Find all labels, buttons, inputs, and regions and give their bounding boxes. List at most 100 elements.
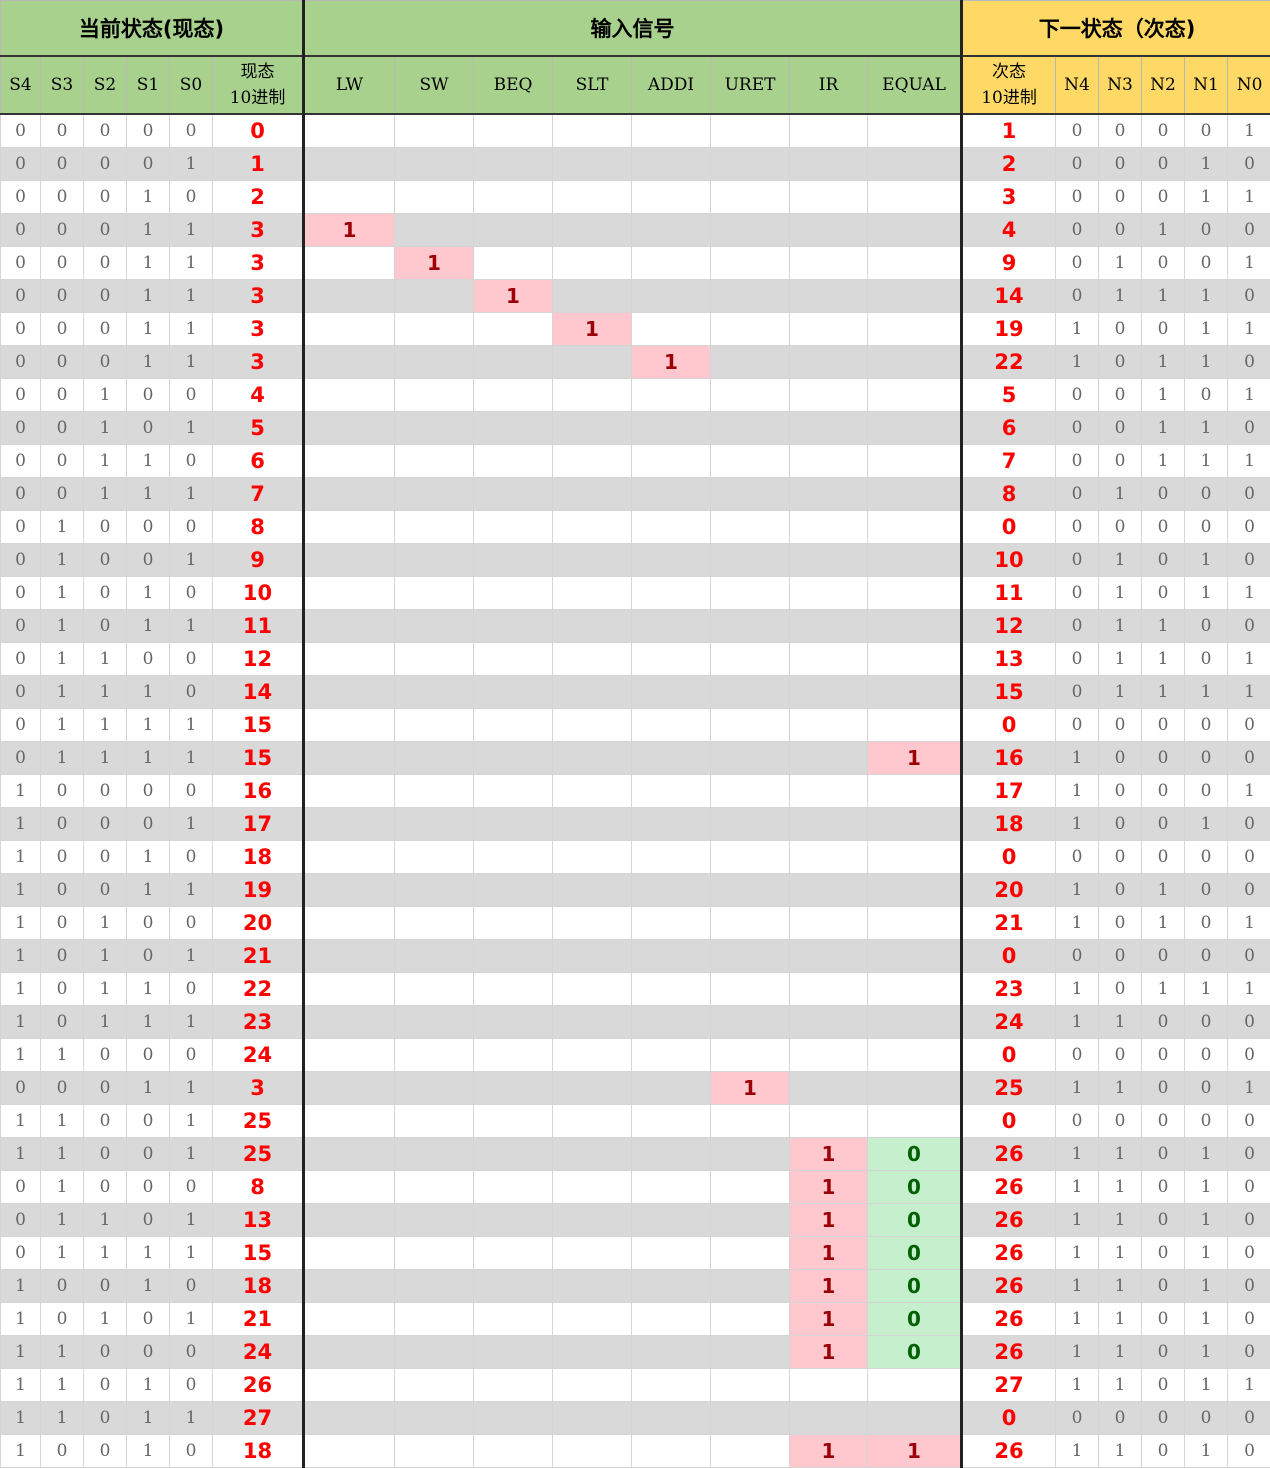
signal-ir: 1 <box>790 1204 868 1237</box>
next-bit-n2: 0 <box>1142 181 1185 214</box>
state-bit-s4: 0 <box>1 412 41 445</box>
signal-sw <box>395 907 474 940</box>
current-state-decimal: 15 <box>213 742 304 775</box>
signal-sw <box>395 610 474 643</box>
state-bit-s3: 0 <box>41 313 84 346</box>
state-bit-s1: 0 <box>127 1303 170 1336</box>
signal-addi <box>632 1105 711 1138</box>
state-bit-s1: 0 <box>127 1105 170 1138</box>
current-state-decimal: 9 <box>213 544 304 577</box>
signal-slt <box>553 940 632 973</box>
state-bit-s2: 0 <box>84 1270 127 1303</box>
signal-lw <box>304 148 395 181</box>
group-current-state: 当前状态(现态) <box>1 1 304 57</box>
state-bit-s1: 1 <box>127 445 170 478</box>
signal-uret <box>711 346 790 379</box>
state-bit-s1: 1 <box>127 709 170 742</box>
signal-lw <box>304 676 395 709</box>
state-bit-s1: 1 <box>127 973 170 1006</box>
signal-equal: 0 <box>868 1270 962 1303</box>
next-bit-n2: 0 <box>1142 709 1185 742</box>
signal-beq <box>474 1303 553 1336</box>
next-bit-n1: 1 <box>1185 280 1228 313</box>
state-bit-s0: 0 <box>170 1039 213 1072</box>
state-bit-s4: 0 <box>1 114 41 148</box>
signal-lw <box>304 181 395 214</box>
state-bit-s3: 0 <box>41 841 84 874</box>
signal-uret <box>711 379 790 412</box>
next-bit-n4: 1 <box>1056 1204 1099 1237</box>
signal-uret <box>711 610 790 643</box>
signal-equal <box>868 511 962 544</box>
state-bit-s2: 0 <box>84 577 127 610</box>
signal-beq <box>474 1336 553 1369</box>
next-bit-n2: 0 <box>1142 940 1185 973</box>
signal-slt <box>553 1072 632 1105</box>
next-bit-n1: 0 <box>1185 214 1228 247</box>
next-state-decimal: 17 <box>962 775 1056 808</box>
next-state-decimal: 20 <box>962 874 1056 907</box>
current-state-decimal: 14 <box>213 676 304 709</box>
col-s0: S0 <box>170 56 213 114</box>
state-bit-s2: 1 <box>84 676 127 709</box>
next-bit-n1: 0 <box>1185 643 1228 676</box>
signal-ir <box>790 1369 868 1402</box>
next-bit-n0: 0 <box>1228 544 1270 577</box>
next-bit-n4: 0 <box>1056 511 1099 544</box>
state-bit-s3: 1 <box>41 1237 84 1270</box>
next-bit-n1: 1 <box>1185 1336 1228 1369</box>
signal-ir: 1 <box>790 1270 868 1303</box>
signal-beq <box>474 1171 553 1204</box>
state-bit-s1: 0 <box>127 1336 170 1369</box>
next-bit-n1: 1 <box>1185 1237 1228 1270</box>
state-bit-s0: 1 <box>170 1303 213 1336</box>
signal-slt <box>553 973 632 1006</box>
next-bit-n0: 1 <box>1228 181 1270 214</box>
state-bit-s4: 1 <box>1 1006 41 1039</box>
next-bit-n3: 0 <box>1099 775 1142 808</box>
signal-sw <box>395 841 474 874</box>
next-bit-n2: 0 <box>1142 247 1185 280</box>
state-bit-s0: 1 <box>170 1204 213 1237</box>
signal-equal <box>868 643 962 676</box>
state-bit-s3: 1 <box>41 1171 84 1204</box>
next-bit-n0: 1 <box>1228 1369 1270 1402</box>
signal-sw <box>395 1006 474 1039</box>
signal-beq <box>474 709 553 742</box>
next-state-decimal: 0 <box>962 1039 1056 1072</box>
state-bit-s2: 1 <box>84 1204 127 1237</box>
next-bit-n4: 0 <box>1056 676 1099 709</box>
next-bit-n3: 0 <box>1099 709 1142 742</box>
signal-beq <box>474 1435 553 1468</box>
signal-equal: 1 <box>868 742 962 775</box>
signal-lw <box>304 1006 395 1039</box>
signal-sw <box>395 1336 474 1369</box>
next-bit-n3: 1 <box>1099 1303 1142 1336</box>
signal-addi <box>632 247 711 280</box>
signal-slt <box>553 412 632 445</box>
state-bit-s2: 0 <box>84 1336 127 1369</box>
state-bit-s3: 0 <box>41 445 84 478</box>
state-bit-s1: 0 <box>127 940 170 973</box>
signal-addi <box>632 1204 711 1237</box>
next-bit-n0: 0 <box>1228 808 1270 841</box>
state-bit-s1: 0 <box>127 1138 170 1171</box>
signal-sw <box>395 808 474 841</box>
next-bit-n2: 0 <box>1142 478 1185 511</box>
state-bit-s2: 0 <box>84 511 127 544</box>
signal-equal: 0 <box>868 1303 962 1336</box>
signal-lw <box>304 544 395 577</box>
state-bit-s4: 0 <box>1 478 41 511</box>
next-bit-n2: 0 <box>1142 1336 1185 1369</box>
signal-equal <box>868 841 962 874</box>
signal-addi <box>632 1006 711 1039</box>
signal-equal: 0 <box>868 1237 962 1270</box>
signal-sw <box>395 346 474 379</box>
